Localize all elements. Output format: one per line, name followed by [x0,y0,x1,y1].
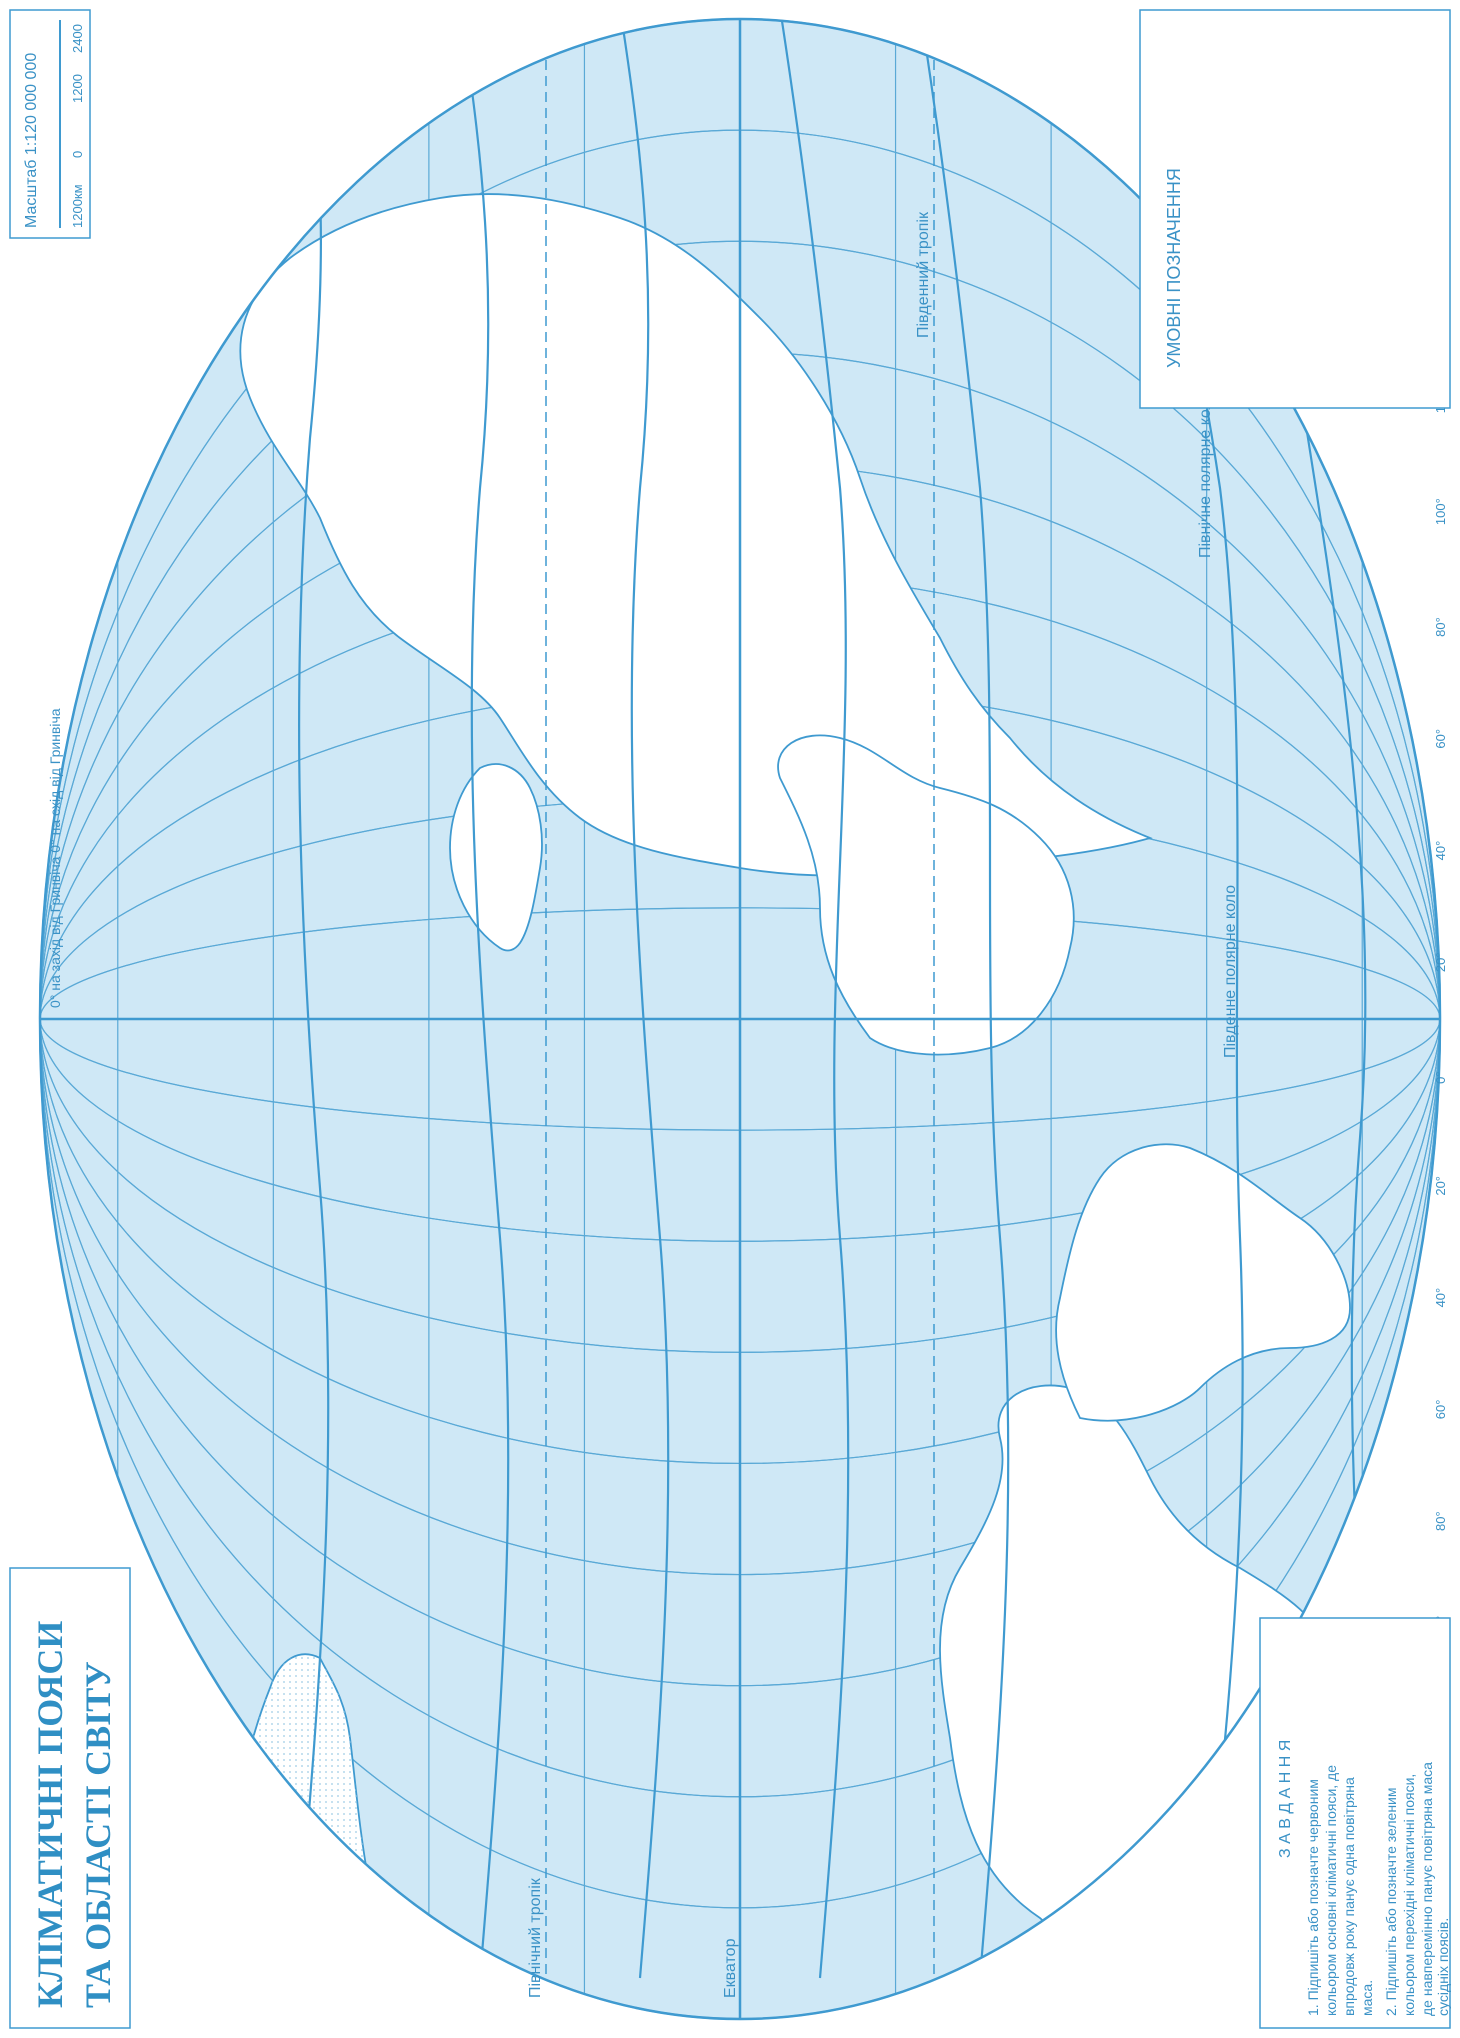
longitude-label: 20° [1433,1176,1448,1196]
scale-tick-2: 1200 [70,74,85,103]
boundary-line [918,19,1010,1979]
longitude-label: 60° [1433,1400,1448,1420]
continent-eurasia [239,193,1153,877]
task2-line: де навперемінно панує повітряна маса [1419,1762,1435,2016]
task2-line: 2. Підпишіть або позначте зеленим [1383,1787,1399,2016]
boundary-line [618,19,670,1979]
map-title-line1: КЛІМАТИЧНІ ПОЯСИ [30,1621,70,2008]
task2-line: сусідніх поясів. [1435,1918,1451,2016]
boundary-line [458,19,510,1979]
task1-line: кольором основні кліматичні пояси, де [1323,1765,1339,2016]
task1-line: маса. [1359,1980,1375,2016]
longitude-label: 60° [1433,729,1448,749]
tasks-block: З А В Д А Н Н Я 1. Підпишіть або позначт… [1259,1617,1451,2029]
scale-tick-3: 2400 [70,24,85,53]
boundary-line [778,19,850,1979]
arctic-circle-label: Північне полярне коло [1197,391,1214,558]
tropic-south-label: Південний тропік [915,211,932,338]
task1-line: 1. Підпишіть або позначте червоним [1305,1779,1321,2016]
title-block: КЛІМАТИЧНІ ПОЯСИ ТА ОБЛАСТІ СВІТУ [9,1567,131,2029]
scale-tick-1: 0 [70,151,85,158]
tasks-heading: З А В Д А Н Н Я [1277,1740,1294,1858]
legend-block: УМОВНІ ПОЗНАЧЕННЯ [1139,9,1451,409]
scale-tick-0: 1200км [70,184,85,228]
equator-label: Екватор [722,1938,739,1998]
antarctic-circle-label: Південне полярне коло [1222,885,1239,1058]
map-title-line2: ТА ОБЛАСТІ СВІТУ [78,1661,118,2008]
boundary-line [298,37,330,1919]
continent-south-america [1055,1143,1351,1422]
longitude-label: 100° [1433,498,1448,525]
task2-line: кольором перехідні кліматичні пояси, [1401,1774,1417,2016]
tropic-north-label: Північний тропік [527,1877,544,1998]
map-outline [38,17,1442,2021]
legend-title: УМОВНІ ПОЗНАЧЕННЯ [1164,168,1184,368]
prime-meridian-label: 0° на захід від Гринвіча 0° на схід від … [47,708,63,1008]
task1-line: впродовж року панує одна повітряна [1341,1777,1357,2016]
longitude-label: 40° [1433,1288,1448,1308]
scale-label: Масштаб 1:120 000 000 [23,53,40,228]
continent-africa [777,734,1075,1056]
longitude-label: 20° [1433,952,1448,972]
scale-block: Масштаб 1:120 000 000 1200км 0 1200 2400 [9,9,91,239]
longitude-label: 80° [1433,617,1448,637]
longitude-label: 40° [1433,841,1448,861]
longitude-label: 80° [1433,1511,1448,1531]
longitude-label: 0° [1433,1071,1448,1083]
